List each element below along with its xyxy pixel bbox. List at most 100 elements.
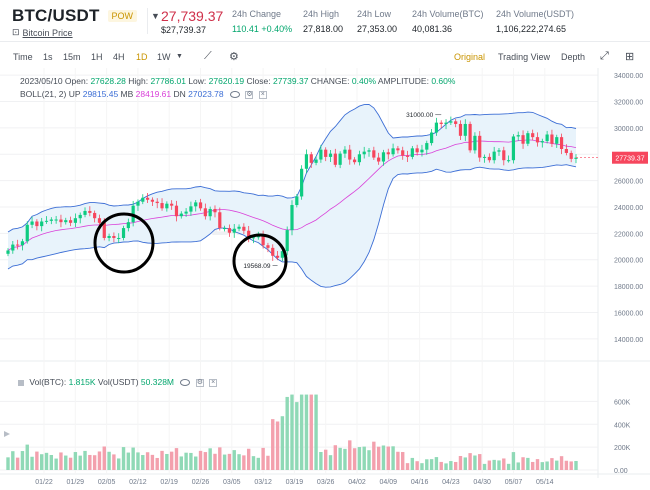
interval-time[interactable]: Time: [13, 52, 33, 62]
candle-body: [420, 149, 424, 153]
chart-type-icon[interactable]: ⟋: [204, 50, 212, 62]
volume-bar: [136, 452, 140, 470]
volume-bar: [333, 445, 338, 470]
volume-bar: [468, 453, 472, 470]
candle-body: [68, 220, 73, 223]
volume-bar: [165, 453, 169, 470]
view-trading-view[interactable]: Trading View: [498, 52, 551, 62]
interval-1d[interactable]: 1D: [136, 52, 148, 62]
low-label: Low:: [188, 76, 207, 86]
volume-bar: [367, 450, 371, 470]
volume-bar: [208, 448, 212, 470]
candle-body: [189, 206, 193, 212]
volume-tick-label: 200K: [614, 445, 631, 452]
bitcoin-price-link[interactable]: ⊡ Bitcoin Price: [12, 27, 73, 38]
bitcoin-price-label[interactable]: Bitcoin Price: [22, 27, 73, 38]
interval-1h[interactable]: 1H: [91, 52, 103, 62]
boll-up-label: UP: [68, 89, 81, 99]
close-small-icon[interactable]: ×: [209, 378, 218, 387]
volume-bar: [131, 447, 135, 470]
volume-bar: [275, 421, 280, 470]
candle-body: [309, 154, 313, 163]
price-tick-label: 18000.00: [614, 284, 643, 291]
candle-body: [194, 202, 198, 207]
candle-body: [271, 247, 275, 256]
stat-key: 24h Low: [357, 9, 392, 19]
candle-body: [410, 148, 414, 157]
interval-4h[interactable]: 4H: [113, 52, 125, 62]
candle-body: [531, 133, 535, 138]
candle-body: [261, 235, 265, 246]
candle-body: [280, 251, 284, 258]
close-label: Close:: [246, 76, 271, 86]
candle-body: [478, 135, 482, 158]
volume-bar: [39, 454, 44, 470]
volume-bar: [97, 451, 102, 470]
volume-bar: [290, 394, 294, 470]
volume-bar: [59, 452, 63, 470]
volume-bar: [285, 396, 289, 470]
volume-bar: [530, 461, 535, 470]
volume-bar: [232, 450, 236, 470]
candle-body: [184, 211, 188, 214]
eye-icon[interactable]: [229, 91, 240, 99]
candle-body: [285, 230, 289, 252]
date-tick-label: 03/05: [223, 479, 241, 486]
stat-key: 24h Volume(BTC): [412, 9, 484, 19]
pair-selector[interactable]: BTC/USDT POW ▼: [12, 6, 160, 26]
candle-body: [429, 132, 434, 144]
interval-more-caret-icon[interactable]: ▼: [176, 53, 183, 60]
candle-body: [362, 151, 366, 155]
amplitude-label: AMPLITUDE:: [377, 76, 429, 86]
change-value: 0.40%: [351, 76, 377, 86]
settings-small-icon[interactable]: ⚙: [245, 90, 254, 99]
volume-bar: [521, 457, 525, 470]
volume-bar: [141, 455, 145, 470]
interval-1s[interactable]: 1s: [43, 52, 53, 62]
grid-icon[interactable]: ⊞: [625, 51, 635, 63]
volume-bar: [362, 446, 366, 470]
candle-body: [482, 156, 487, 158]
pair-name[interactable]: BTC/USDT: [12, 6, 100, 25]
volume-info: Vol(BTC): 1.815K Vol(USDT) 50.328M ⚙ ×: [18, 377, 218, 387]
collapse-icon[interactable]: [18, 379, 24, 386]
volume-bar: [506, 463, 511, 470]
settings-icon[interactable]: ⚙: [229, 51, 239, 63]
volume-bar: [299, 394, 304, 470]
volume-bar: [323, 449, 328, 470]
candle-body: [564, 149, 568, 153]
last-price-usd: $27,739.37: [161, 25, 207, 35]
volume-bar: [198, 450, 203, 470]
date-tick-label: 02/26: [192, 479, 210, 486]
amplitude-value: 0.60%: [431, 76, 456, 86]
volume-bar: [68, 457, 73, 470]
candle-body: [555, 137, 559, 144]
volume-bar: [381, 445, 386, 470]
volume-bar: [348, 440, 352, 470]
candle-body: [300, 168, 304, 197]
volume-bar: [25, 444, 29, 470]
interval-15m[interactable]: 15m: [63, 52, 81, 62]
volume-bar: [405, 463, 410, 470]
close-small-icon[interactable]: ×: [258, 90, 267, 99]
caret-down-icon[interactable]: ▼: [151, 11, 160, 21]
view-depth[interactable]: Depth: [561, 52, 586, 62]
candle-body: [150, 199, 155, 202]
candle-body: [391, 148, 395, 155]
expand-icon[interactable]: ⤢: [600, 50, 609, 62]
chart-toolbar: Time 1s 15m 1H 4H 1D 1W ▼ ⟋ ⚙ Original T…: [0, 46, 650, 68]
volume-bar: [473, 455, 477, 470]
volume-bar: [540, 462, 545, 470]
candle-body: [88, 210, 92, 213]
interval-1w[interactable]: 1W: [157, 52, 171, 62]
volume-bar: [478, 454, 482, 470]
eye-icon[interactable]: [180, 379, 191, 387]
volume-bar: [35, 451, 39, 470]
settings-small-icon[interactable]: ⚙: [195, 378, 204, 387]
candle-body: [35, 221, 39, 227]
boll-dn-value: 27023.78: [188, 89, 224, 99]
candle-body: [540, 141, 544, 143]
stat-value: 27,818.00: [303, 24, 344, 34]
view-original[interactable]: Original: [454, 52, 486, 62]
